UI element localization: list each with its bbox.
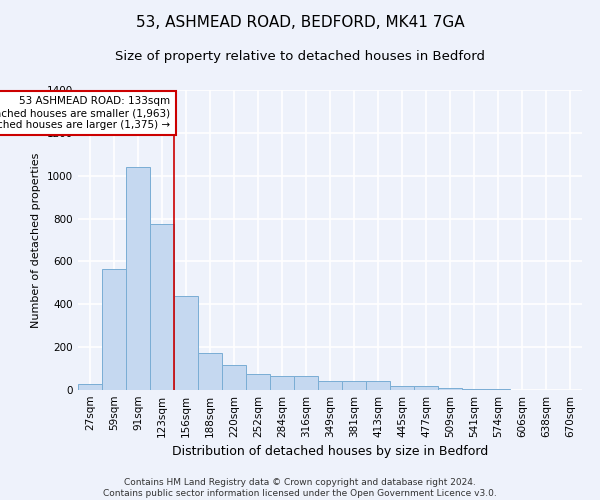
Bar xyxy=(438,388,462,390)
Text: 53 ASHMEAD ROAD: 133sqm
← 59% of detached houses are smaller (1,963)
41% of semi: 53 ASHMEAD ROAD: 133sqm ← 59% of detache… xyxy=(0,96,170,130)
Y-axis label: Number of detached properties: Number of detached properties xyxy=(31,152,41,328)
Bar xyxy=(462,389,486,390)
Bar xyxy=(150,224,174,390)
Text: 53, ASHMEAD ROAD, BEDFORD, MK41 7GA: 53, ASHMEAD ROAD, BEDFORD, MK41 7GA xyxy=(136,15,464,30)
X-axis label: Distribution of detached houses by size in Bedford: Distribution of detached houses by size … xyxy=(172,446,488,458)
Bar xyxy=(270,376,294,390)
Text: Contains HM Land Registry data © Crown copyright and database right 2024.
Contai: Contains HM Land Registry data © Crown c… xyxy=(103,478,497,498)
Bar xyxy=(390,386,414,390)
Bar xyxy=(174,296,198,390)
Text: Size of property relative to detached houses in Bedford: Size of property relative to detached ho… xyxy=(115,50,485,63)
Bar xyxy=(414,386,438,390)
Bar xyxy=(342,382,366,390)
Bar xyxy=(318,382,342,390)
Bar xyxy=(78,384,102,390)
Bar xyxy=(102,269,126,390)
Bar xyxy=(198,352,222,390)
Bar xyxy=(294,376,318,390)
Bar xyxy=(246,374,270,390)
Bar xyxy=(222,366,246,390)
Bar xyxy=(366,382,390,390)
Bar xyxy=(126,167,150,390)
